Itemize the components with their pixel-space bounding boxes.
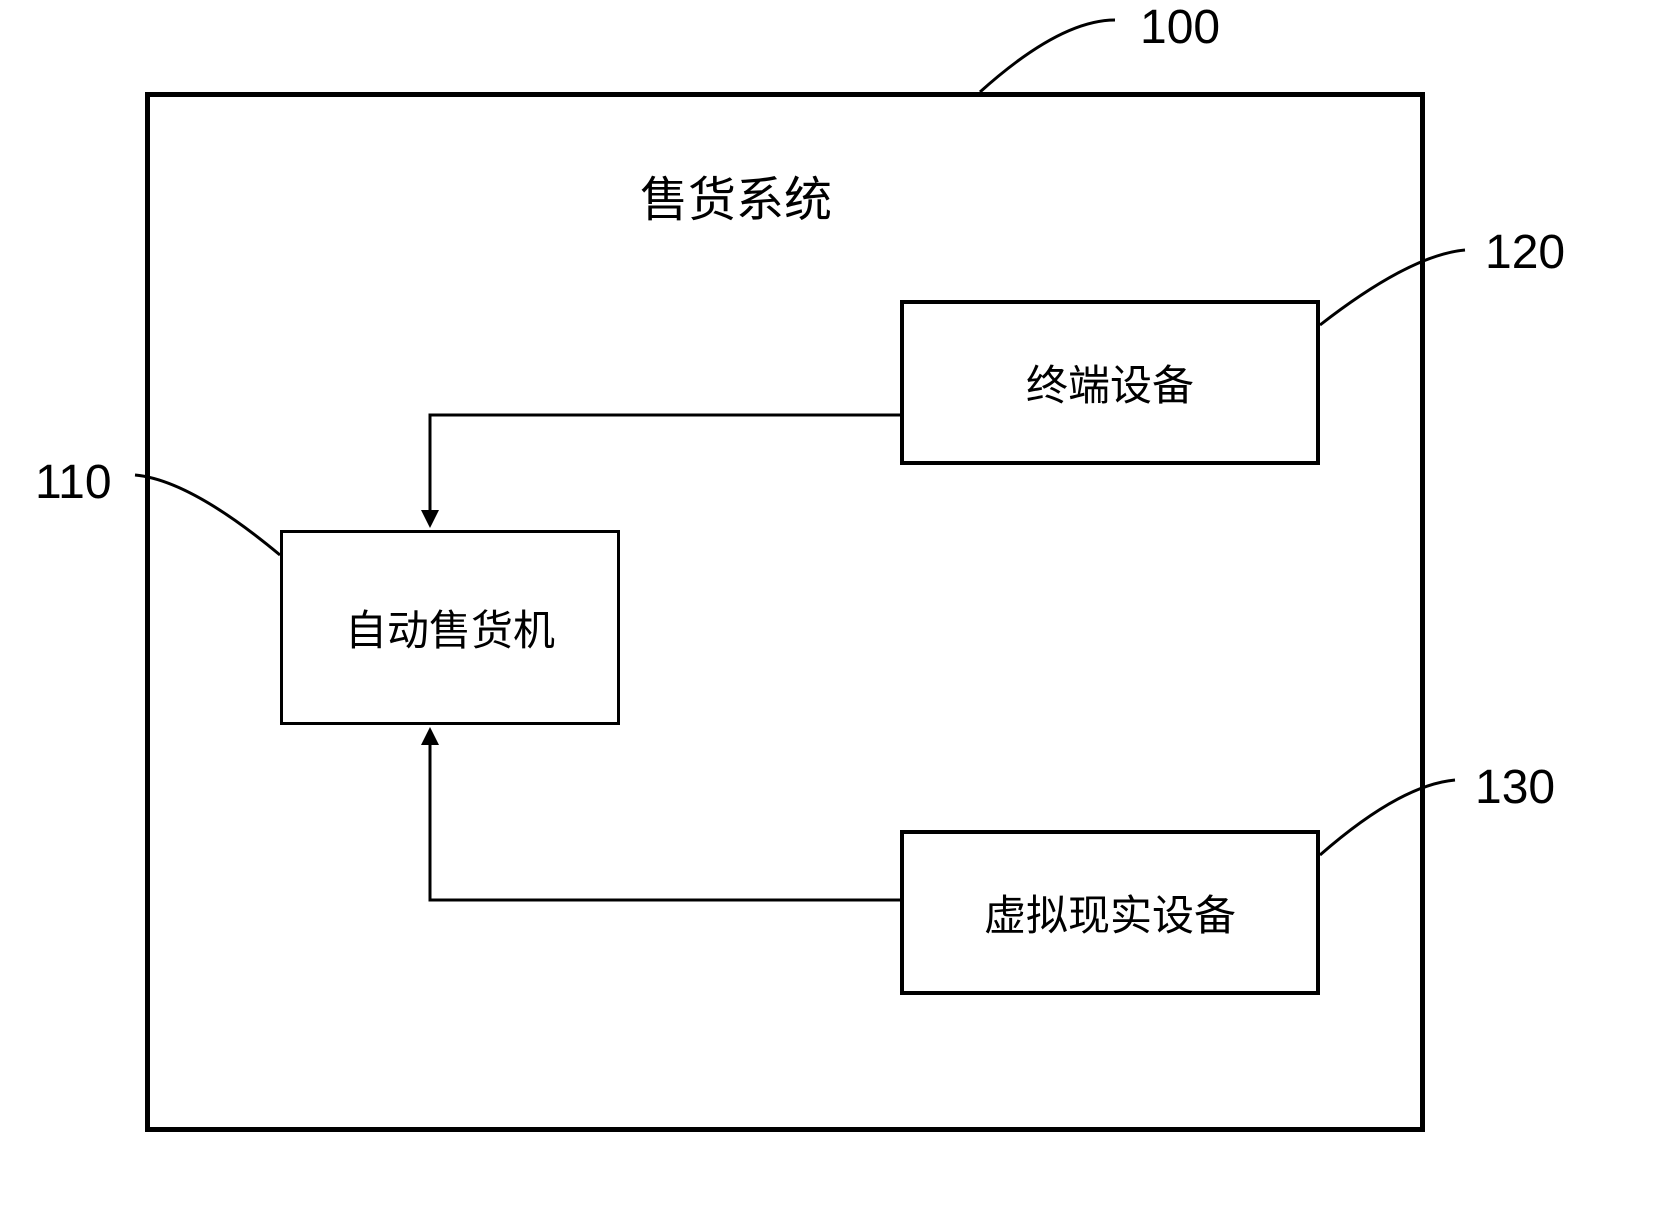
callout-arc-outer (980, 20, 1115, 92)
callouts-layer (0, 0, 1666, 1221)
diagram-container: 售货系统 自动售货机终端设备虚拟现实设备 100110120130 (0, 0, 1666, 1221)
callout-arc-vr (1320, 780, 1455, 855)
callout-label-outer: 100 (1140, 0, 1220, 55)
callout-label-terminal: 120 (1485, 225, 1565, 280)
callout-label-vr: 130 (1475, 760, 1555, 815)
callout-label-vending: 110 (35, 455, 112, 510)
callout-arc-terminal (1320, 250, 1465, 325)
callout-arc-vending (135, 475, 280, 555)
